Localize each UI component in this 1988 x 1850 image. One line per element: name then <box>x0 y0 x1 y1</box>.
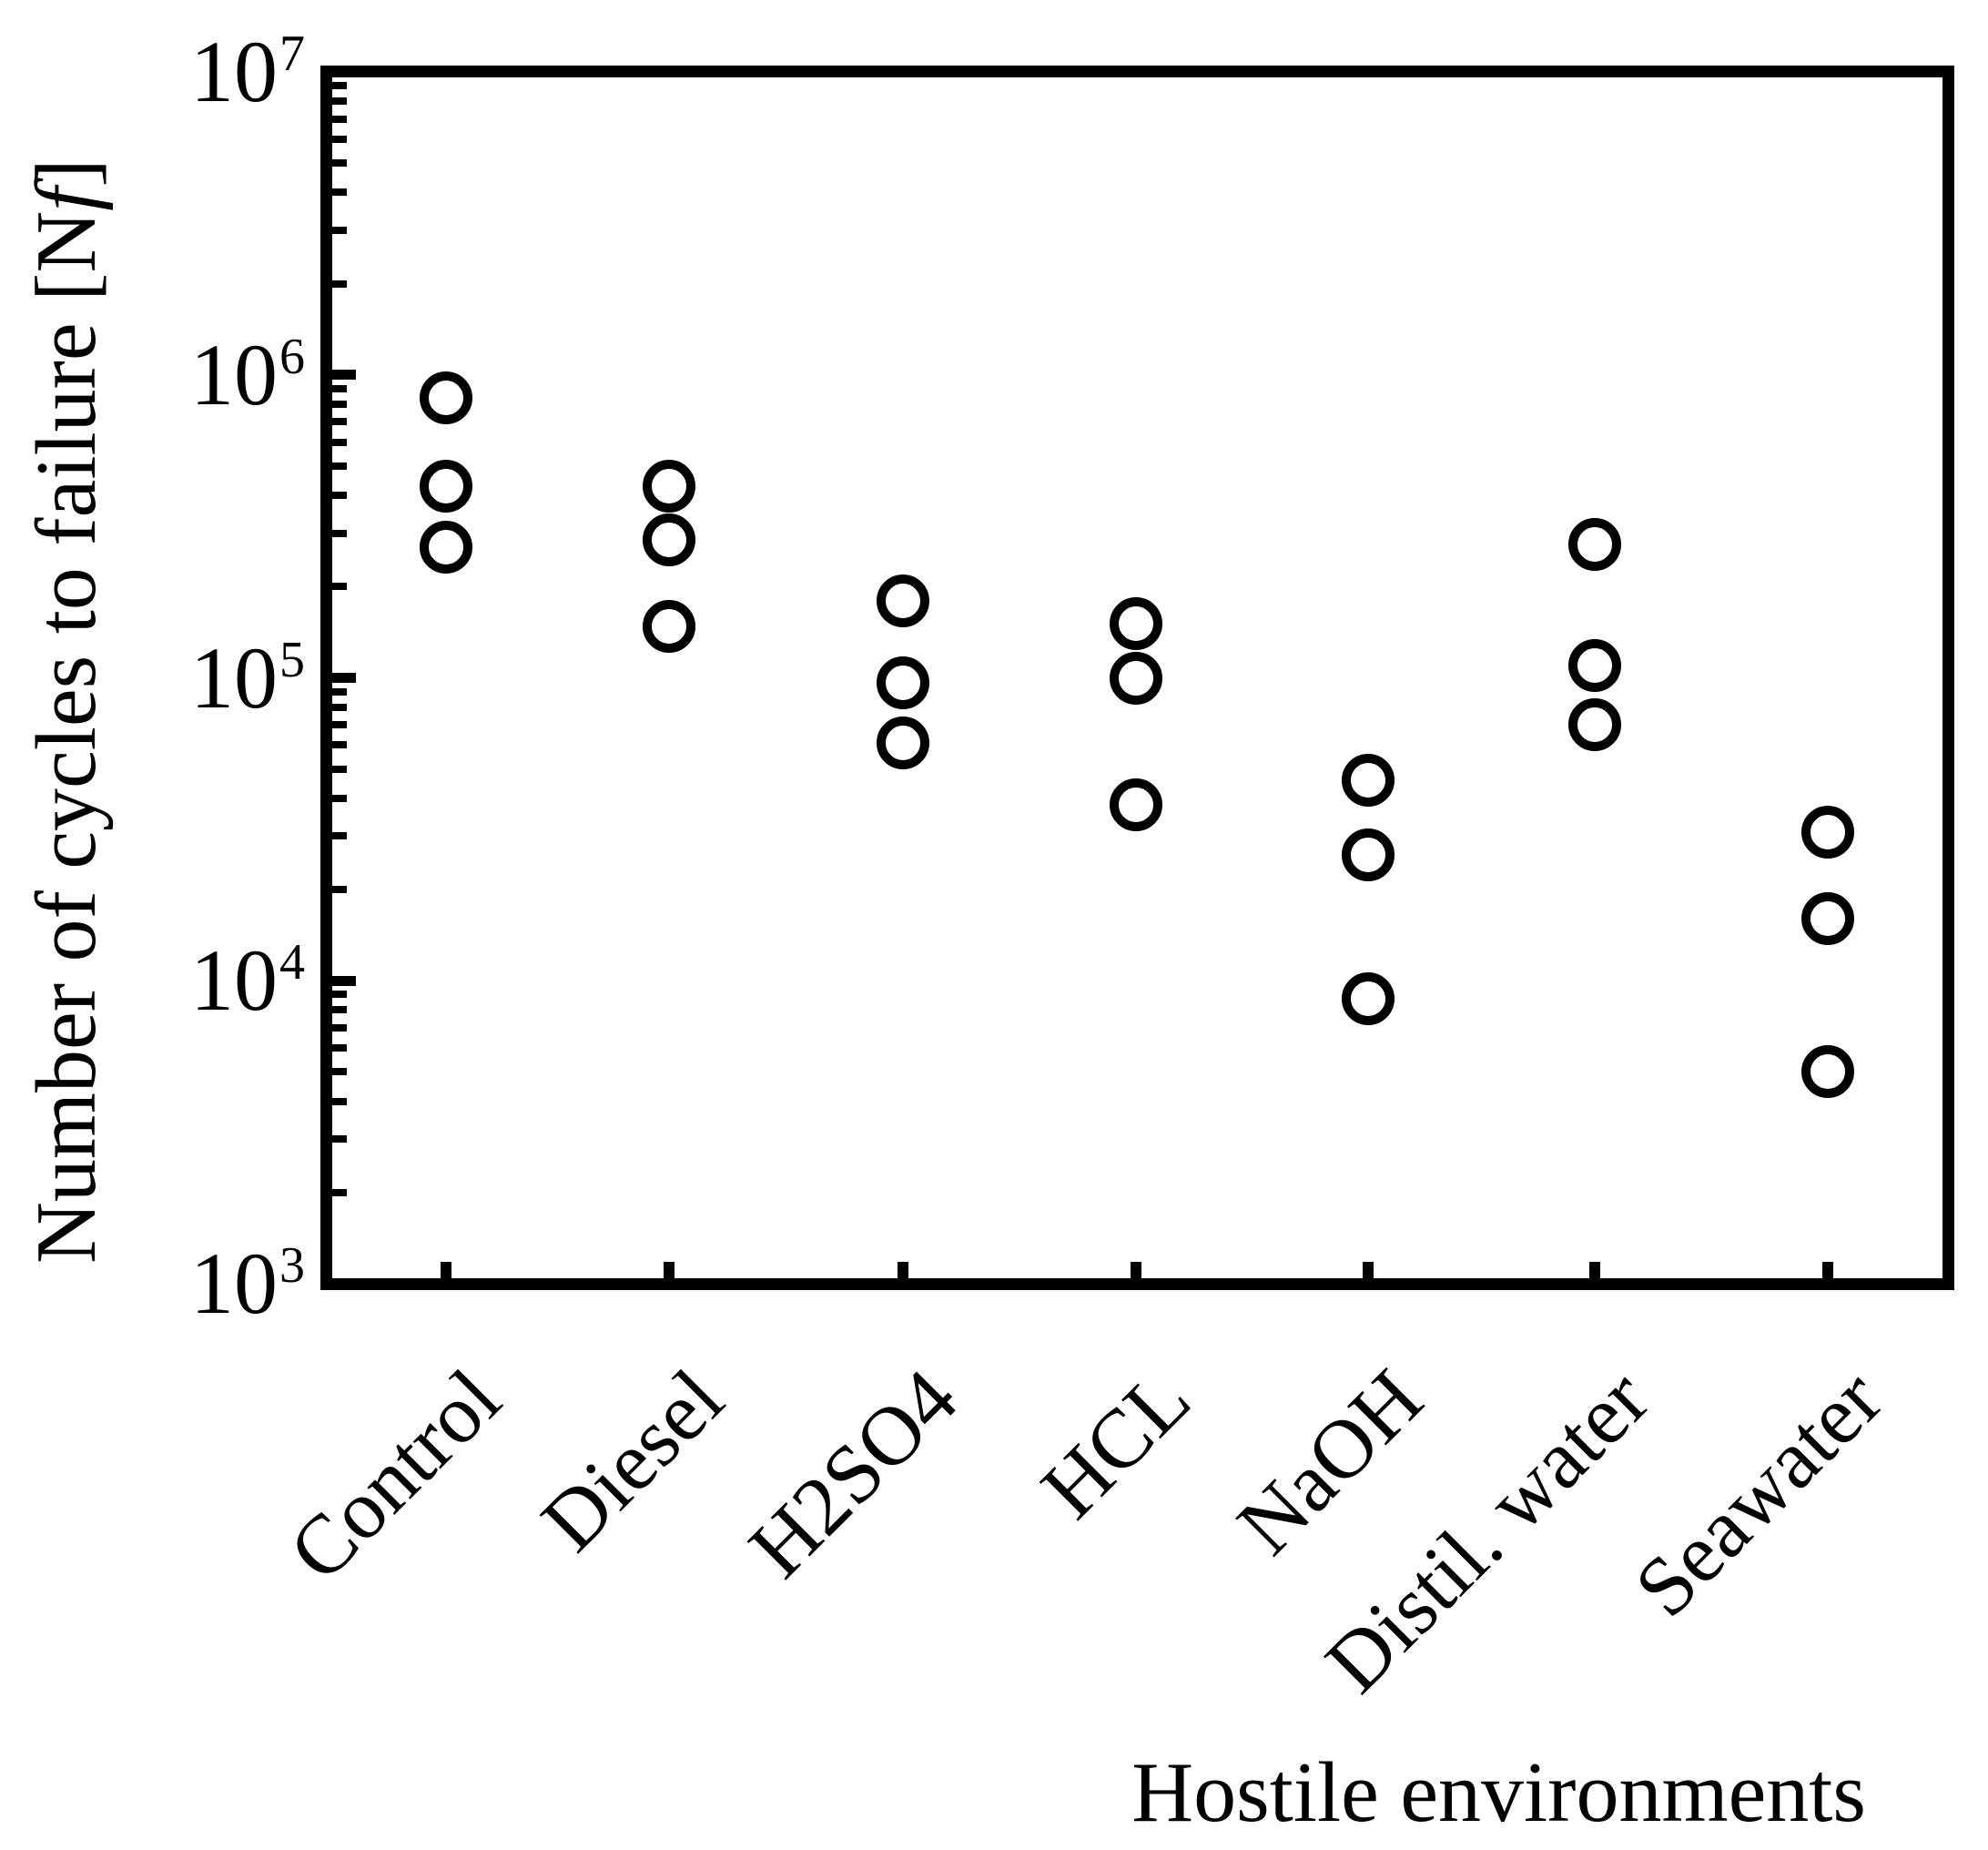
data-point <box>877 574 929 627</box>
y-minor-tick <box>332 280 347 288</box>
data-point <box>1801 1045 1854 1099</box>
x-category-tick <box>1822 1262 1833 1278</box>
y-tick-label-base: 10 <box>190 628 278 727</box>
y-tick-label: 104 <box>190 937 305 1024</box>
y-minor-tick <box>332 1068 347 1076</box>
y-tick-label-exponent: 6 <box>279 328 305 385</box>
y-tick-label-base: 10 <box>190 1235 278 1332</box>
y-minor-tick <box>332 687 347 696</box>
data-point <box>1110 596 1162 650</box>
data-point <box>1342 828 1395 882</box>
data-point <box>877 716 929 769</box>
y-minor-tick <box>332 188 347 197</box>
data-point <box>1110 651 1162 705</box>
y-minor-tick <box>332 1097 347 1105</box>
x-axis-title: Hostile environments <box>1131 1745 1866 1840</box>
data-point <box>420 520 472 574</box>
y-minor-tick <box>332 1135 347 1144</box>
y-minor-tick <box>332 765 347 773</box>
data-point <box>1342 753 1395 807</box>
x-tick-label-h2so4: H2SO4 <box>731 1351 975 1595</box>
y-minor-tick <box>332 159 347 168</box>
y-minor-tick <box>332 1044 347 1052</box>
data-point <box>877 656 929 710</box>
y-major-tick <box>332 673 356 683</box>
y-tick-label-base: 10 <box>190 931 278 1030</box>
data-point <box>1568 518 1621 572</box>
data-point <box>1801 892 1854 946</box>
x-category-tick <box>1131 1262 1141 1278</box>
data-point <box>1801 805 1854 859</box>
x-category-tick <box>664 1262 674 1278</box>
y-minor-tick <box>332 492 347 500</box>
y-minor-tick <box>332 1023 347 1032</box>
y-minor-tick <box>332 226 347 234</box>
y-minor-tick <box>332 1188 347 1196</box>
y-major-tick <box>332 370 356 381</box>
y-tick-label-exponent: 3 <box>279 1237 305 1294</box>
y-axis-title-italic-f: f <box>19 187 114 211</box>
y-tick-label-exponent: 4 <box>279 934 305 991</box>
y-minor-tick <box>332 832 347 840</box>
y-minor-tick <box>332 438 347 446</box>
y-minor-tick <box>332 400 347 408</box>
data-point <box>1568 698 1621 752</box>
x-category-tick <box>898 1262 908 1278</box>
y-tick-label-exponent: 5 <box>279 631 305 688</box>
y-minor-tick <box>332 1006 347 1014</box>
x-tick-label-naoh: NaOH <box>1219 1351 1440 1572</box>
y-minor-tick <box>332 115 347 123</box>
y-tick-label-base: 10 <box>190 23 278 120</box>
y-tick-label-base: 10 <box>190 325 278 423</box>
data-point <box>420 459 472 513</box>
x-tick-label-diesel: Diesel <box>523 1351 741 1569</box>
y-minor-tick <box>332 462 347 470</box>
y-minor-tick <box>332 991 347 999</box>
x-category-tick <box>441 1262 451 1278</box>
y-minor-tick <box>332 529 347 537</box>
y-axis-title-bracket: ] <box>19 158 114 188</box>
y-axis-title: Number of cycles to failure [Nf] <box>19 158 114 1264</box>
data-point <box>420 371 472 424</box>
y-tick-label: 103 <box>190 1240 305 1327</box>
y-minor-tick <box>332 721 347 729</box>
y-minor-tick <box>332 794 347 802</box>
x-category-tick <box>1589 1262 1600 1278</box>
data-point <box>1568 638 1621 692</box>
x-tick-label-seawater: Seawater <box>1617 1351 1900 1634</box>
y-minor-tick <box>332 741 347 749</box>
y-minor-tick <box>332 583 347 591</box>
x-tick-label-control: Control <box>270 1351 518 1599</box>
data-point <box>1342 972 1395 1026</box>
y-minor-tick <box>332 418 347 426</box>
y-minor-tick <box>332 135 347 143</box>
data-point <box>643 513 695 567</box>
y-axis-title-text: Number of cycles to failure [N <box>19 210 114 1264</box>
plot-frame <box>320 66 1954 1290</box>
y-minor-tick <box>332 886 347 894</box>
y-tick-label: 105 <box>190 631 305 722</box>
y-minor-tick <box>332 97 347 106</box>
x-category-tick <box>1363 1262 1374 1278</box>
data-point <box>643 459 695 513</box>
y-minor-tick <box>332 82 347 90</box>
y-tick-label: 106 <box>190 328 305 419</box>
y-tick-label: 107 <box>190 28 305 116</box>
data-point <box>1110 778 1162 832</box>
y-minor-tick <box>332 384 347 392</box>
data-point <box>643 599 695 653</box>
y-minor-tick <box>332 703 347 711</box>
y-tick-label-exponent: 7 <box>279 25 305 82</box>
y-major-tick <box>332 975 356 986</box>
x-tick-label-hcl: HCL <box>1023 1351 1208 1536</box>
